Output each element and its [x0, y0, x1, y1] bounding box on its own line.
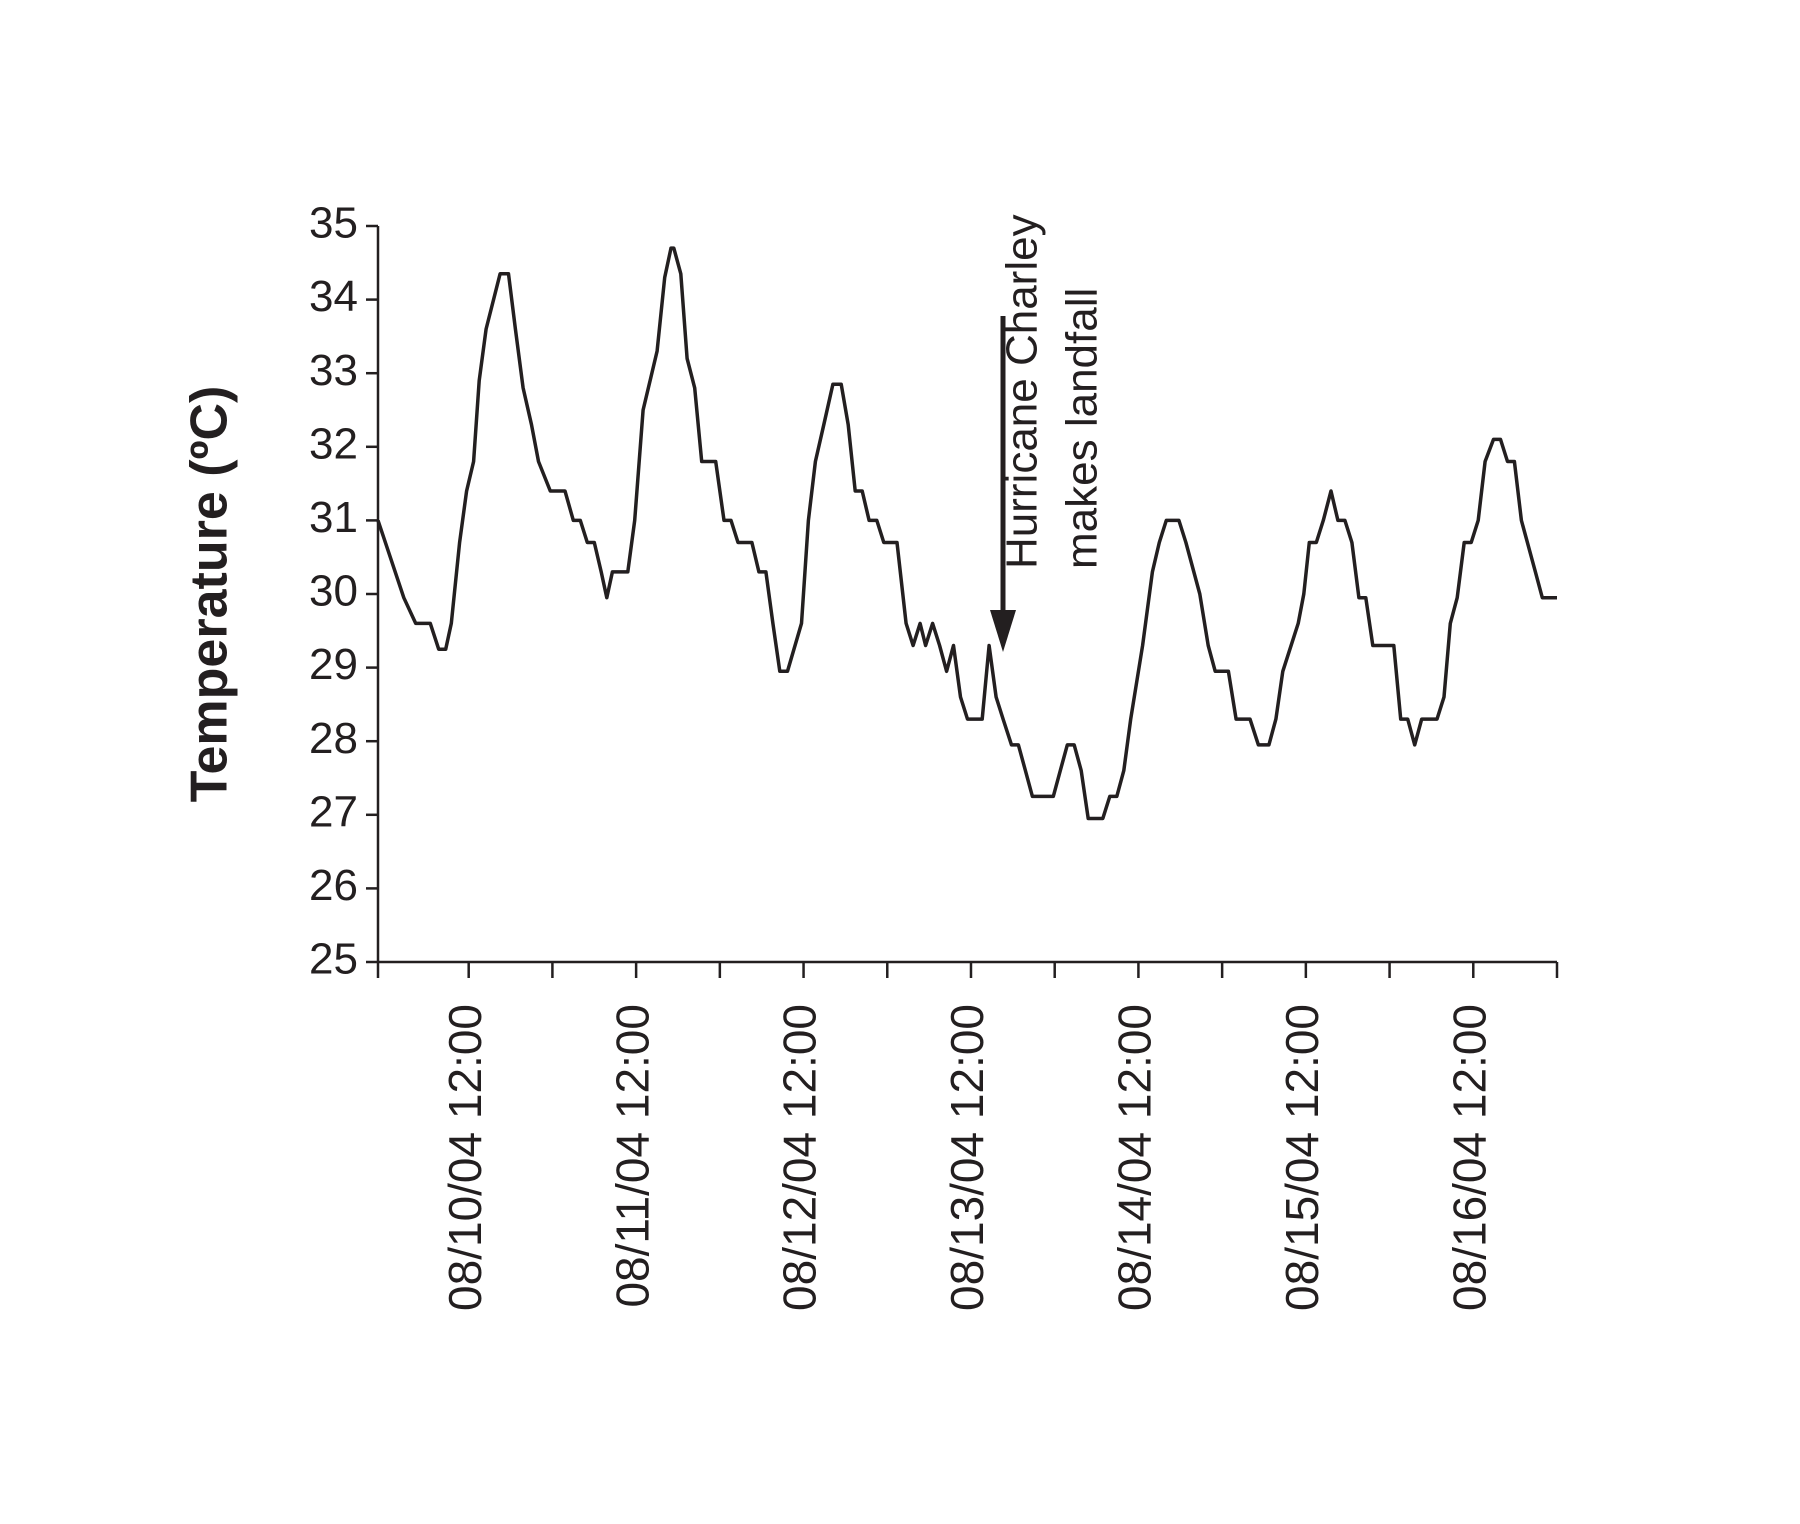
- y-tick-label: 30: [309, 567, 358, 616]
- annotation: makes landfall: [1058, 288, 1107, 569]
- y-tick-label: 35: [309, 199, 358, 248]
- x-tick-label: 08/13/04 12:00: [941, 1004, 993, 1311]
- y-tick-label: 33: [309, 346, 358, 395]
- y-tick-label: 31: [309, 493, 358, 542]
- y-tick-label: 28: [309, 714, 358, 763]
- annotation: Hurricane Charley: [998, 214, 1047, 569]
- x-tick-label: 08/11/04 12:00: [606, 1004, 658, 1308]
- annotation-arrowhead: [990, 610, 1016, 652]
- x-tick-label: 08/12/04 12:00: [774, 1004, 826, 1311]
- y-tick-label: 26: [309, 861, 358, 910]
- x-tick-label: 08/14/04 12:00: [1109, 1004, 1161, 1311]
- x-tick-label: 08/15/04 12:00: [1276, 1004, 1328, 1311]
- x-tick-label: 08/10/04 12:00: [439, 1004, 491, 1311]
- y-tick-label: 29: [309, 640, 358, 689]
- data-line: [376, 246, 1557, 821]
- y-tick-label: 32: [309, 419, 358, 468]
- y-axis-label: Temperature (ºC): [181, 386, 239, 803]
- y-tick-label: 25: [309, 935, 358, 984]
- y-tick-label: 34: [309, 272, 358, 321]
- y-tick-label: 27: [309, 787, 358, 836]
- x-tick-label: 08/16/04 12:00: [1443, 1004, 1495, 1311]
